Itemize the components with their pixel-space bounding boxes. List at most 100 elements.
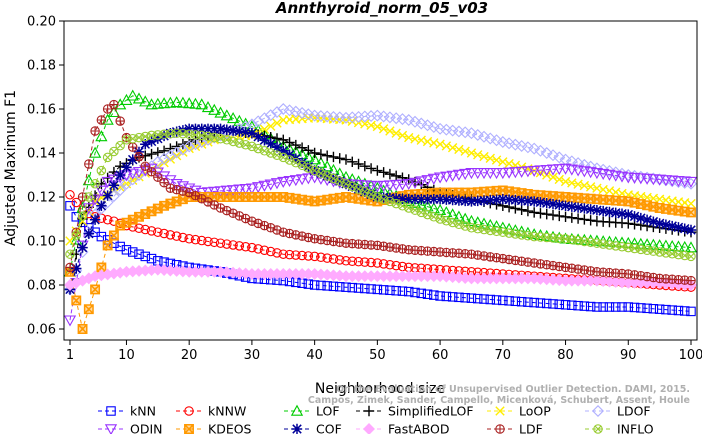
data-point bbox=[234, 241, 245, 251]
data-point bbox=[541, 197, 552, 209]
data-point bbox=[334, 282, 345, 292]
data-point bbox=[391, 285, 401, 296]
data-point bbox=[479, 151, 489, 162]
data-point bbox=[491, 185, 502, 196]
legend-marker bbox=[592, 405, 604, 417]
data-point bbox=[636, 271, 646, 281]
data-point bbox=[203, 236, 213, 247]
data-point bbox=[616, 217, 628, 229]
legend-item-simplifiedlof: SimplifiedLOF bbox=[356, 404, 474, 419]
data-point bbox=[528, 142, 541, 155]
data-point bbox=[521, 166, 535, 178]
data-point bbox=[648, 272, 659, 283]
data-point bbox=[289, 175, 302, 187]
data-point bbox=[585, 182, 596, 192]
data-point bbox=[410, 287, 420, 298]
data-point bbox=[515, 166, 528, 178]
data-point bbox=[158, 152, 171, 165]
data-point bbox=[271, 133, 283, 144]
data-point bbox=[396, 113, 409, 126]
data-point bbox=[120, 93, 133, 105]
data-point bbox=[391, 260, 401, 271]
data-point bbox=[680, 198, 690, 208]
data-point bbox=[615, 171, 629, 183]
data-point bbox=[102, 104, 113, 114]
data-point bbox=[402, 114, 415, 126]
legend-label: LDF bbox=[519, 422, 543, 434]
data-point bbox=[554, 210, 565, 222]
data-point bbox=[165, 143, 176, 154]
data-point bbox=[226, 112, 240, 124]
data-point bbox=[460, 249, 470, 259]
x-tick-label: 70 bbox=[495, 348, 512, 363]
data-point bbox=[264, 109, 277, 122]
data-point bbox=[521, 141, 534, 154]
data-point bbox=[546, 164, 560, 176]
data-point bbox=[446, 170, 459, 182]
data-point bbox=[560, 300, 571, 310]
data-point bbox=[328, 151, 339, 163]
data-point bbox=[65, 190, 75, 200]
data-point bbox=[397, 286, 408, 296]
watermark-line-2: On the Evaluation of Unsupervised Outlie… bbox=[336, 384, 690, 395]
data-point bbox=[90, 126, 100, 136]
data-point bbox=[654, 304, 665, 314]
data-point bbox=[132, 92, 146, 104]
data-point bbox=[647, 174, 660, 186]
data-point bbox=[429, 290, 439, 300]
data-point bbox=[253, 244, 263, 254]
data-point bbox=[303, 232, 314, 243]
x-tick-label: 80 bbox=[557, 348, 574, 363]
data-point bbox=[265, 138, 276, 149]
data-point bbox=[584, 274, 597, 287]
data-point bbox=[385, 260, 395, 270]
data-point bbox=[134, 151, 144, 162]
data-point bbox=[397, 172, 408, 183]
data-point bbox=[360, 257, 370, 267]
data-point bbox=[472, 195, 483, 207]
data-point bbox=[146, 148, 157, 160]
data-point bbox=[340, 154, 352, 165]
data-point bbox=[679, 206, 690, 217]
data-point bbox=[95, 130, 108, 142]
data-point bbox=[83, 228, 95, 239]
data-point bbox=[592, 302, 602, 312]
data-point bbox=[640, 238, 654, 250]
data-point bbox=[264, 179, 277, 191]
data-point bbox=[309, 280, 320, 290]
data-point bbox=[472, 293, 483, 304]
data-point bbox=[666, 175, 679, 187]
legend-item-fastabod: FastABOD bbox=[356, 422, 450, 434]
data-point bbox=[459, 271, 472, 284]
data-point bbox=[140, 139, 151, 150]
data-point bbox=[114, 161, 126, 172]
data-point bbox=[528, 196, 540, 207]
legend-label: SimplifiedLOF bbox=[388, 404, 474, 419]
data-point bbox=[109, 146, 119, 157]
data-point bbox=[209, 200, 220, 210]
data-point bbox=[258, 180, 271, 192]
data-point bbox=[484, 218, 497, 230]
data-point bbox=[227, 125, 239, 136]
data-point bbox=[291, 250, 301, 260]
data-point bbox=[252, 182, 265, 194]
data-point bbox=[629, 211, 640, 222]
data-point bbox=[314, 156, 328, 168]
data-point bbox=[642, 271, 652, 282]
data-point bbox=[502, 167, 516, 179]
data-point bbox=[165, 230, 176, 240]
legend-label: kNNW bbox=[208, 404, 246, 419]
data-point bbox=[295, 174, 309, 186]
data-point bbox=[629, 270, 640, 280]
data-point bbox=[96, 262, 107, 273]
data-point bbox=[667, 305, 677, 315]
data-point bbox=[146, 166, 157, 177]
data-point bbox=[140, 161, 151, 171]
data-point bbox=[353, 283, 364, 293]
y-tick-label: 0.08 bbox=[27, 279, 56, 294]
data-point bbox=[284, 137, 295, 148]
x-tick-label: 1 bbox=[66, 348, 74, 363]
data-point bbox=[291, 230, 301, 240]
data-point bbox=[516, 256, 527, 266]
data-point bbox=[560, 211, 571, 222]
